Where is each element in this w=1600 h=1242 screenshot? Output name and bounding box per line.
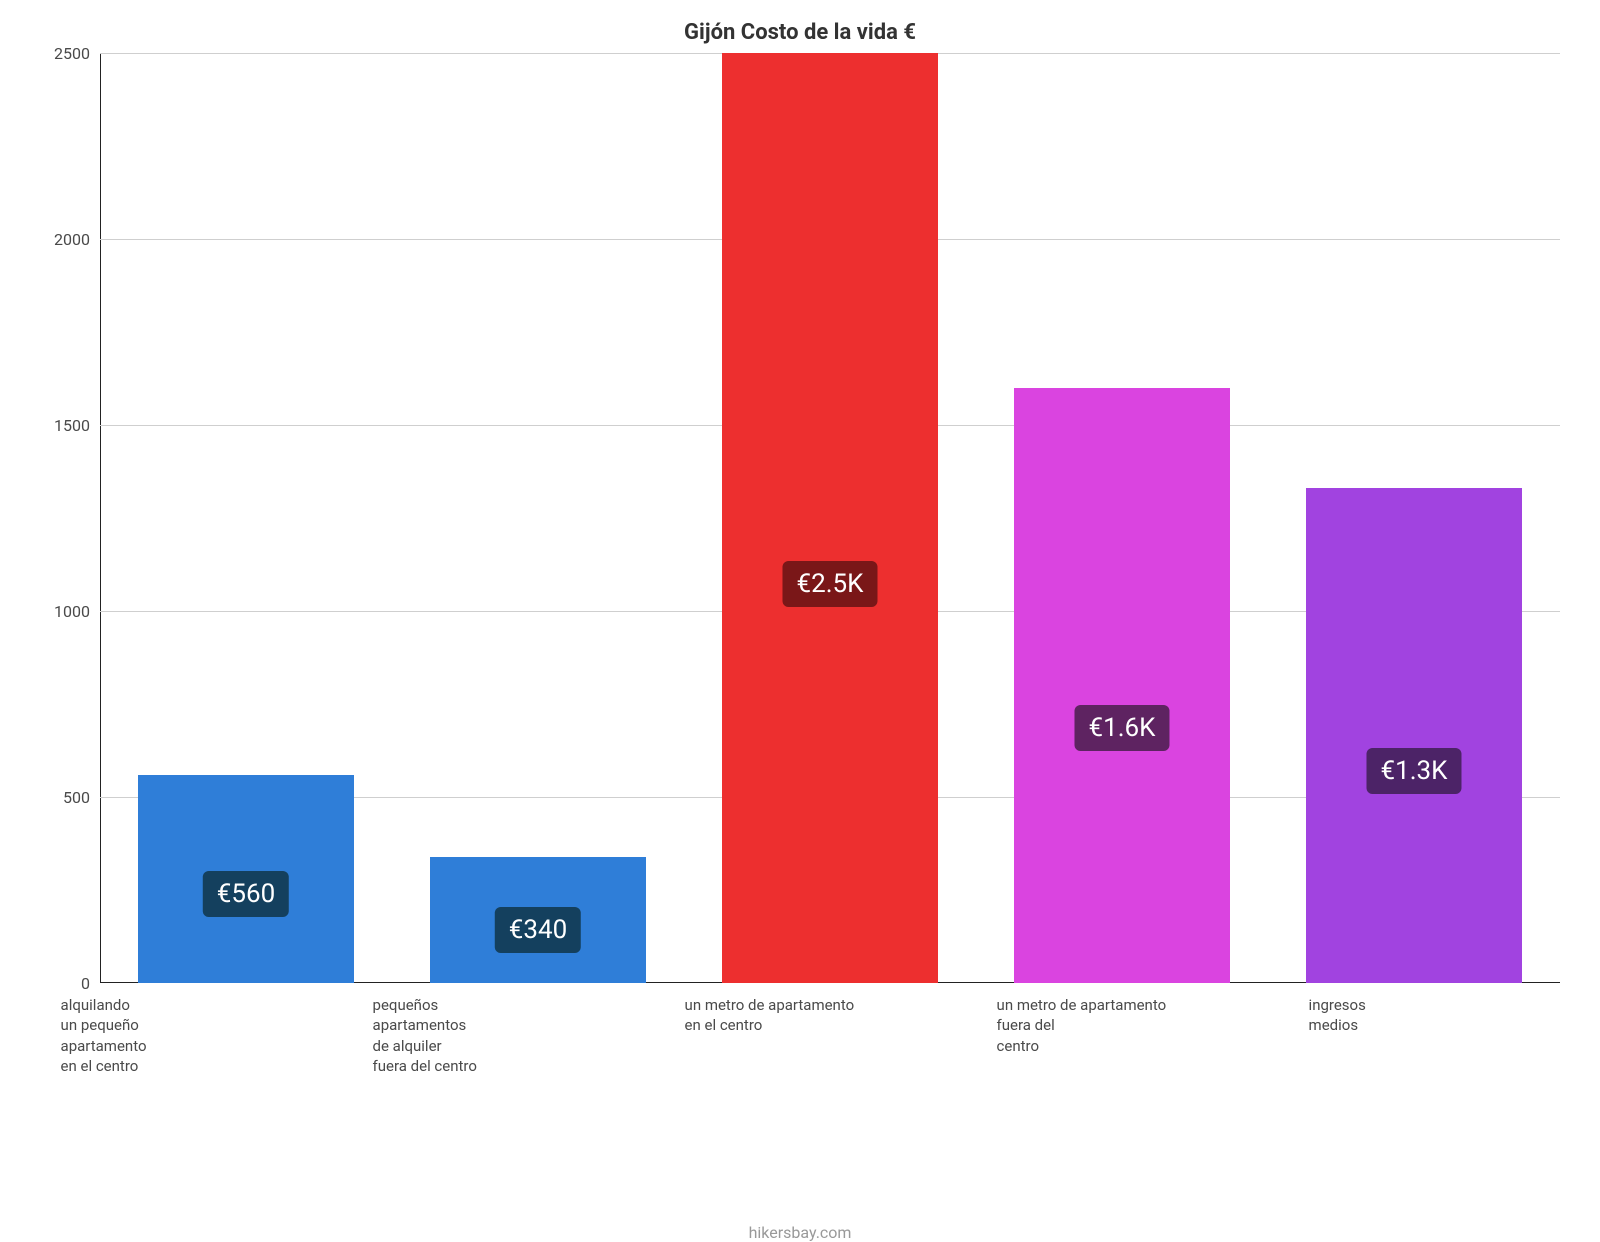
bar-value-label: €1.3K — [1366, 748, 1461, 794]
plot-area: €560 €340 €2.5K €1.6K €1.3K — [100, 53, 1560, 983]
bar: €560 — [138, 775, 354, 983]
bar-value-label: €1.6K — [1074, 705, 1169, 751]
y-tick: 500 — [20, 788, 100, 807]
y-tick: 2500 — [20, 44, 100, 63]
bar: €340 — [430, 857, 646, 983]
bar: €2.5K — [722, 53, 938, 983]
bar-value-label: €340 — [495, 907, 581, 953]
y-tick: 1000 — [20, 602, 100, 621]
x-tick-label: alquilando un pequeño apartamento en el … — [61, 995, 354, 1076]
bar-slot: €340 — [392, 53, 684, 983]
chart-footer: hikersbay.com — [0, 1223, 1600, 1242]
bar-value-label: €2.5K — [782, 561, 877, 607]
x-tick-label: pequeños apartamentos de alquiler fuera … — [373, 995, 666, 1076]
chart-title: Gijón Costo de la vida € — [0, 20, 1600, 45]
y-tick: 2000 — [20, 230, 100, 249]
bar: €1.6K — [1014, 388, 1230, 983]
bar: €1.3K — [1306, 488, 1522, 983]
y-tick: 1500 — [20, 416, 100, 435]
chart-container: 05001000150020002500 €560€340€2.5K€1.6K€… — [20, 53, 1580, 983]
x-tick-label: un metro de apartamento en el centro — [685, 995, 978, 1036]
x-tick-label: un metro de apartamento fuera del centro — [997, 995, 1290, 1056]
y-axis: 05001000150020002500 — [20, 53, 100, 983]
x-tick-label: ingresos medios — [1309, 995, 1600, 1036]
bar-value-label: €560 — [203, 871, 289, 917]
bar-slot: €2.5K — [684, 53, 976, 983]
bar-slot: €1.6K — [976, 53, 1268, 983]
bar-slot: €560 — [100, 53, 392, 983]
bar-slot: €1.3K — [1268, 53, 1560, 983]
x-axis-labels: alquilando un pequeño apartamento en el … — [20, 983, 1580, 1093]
